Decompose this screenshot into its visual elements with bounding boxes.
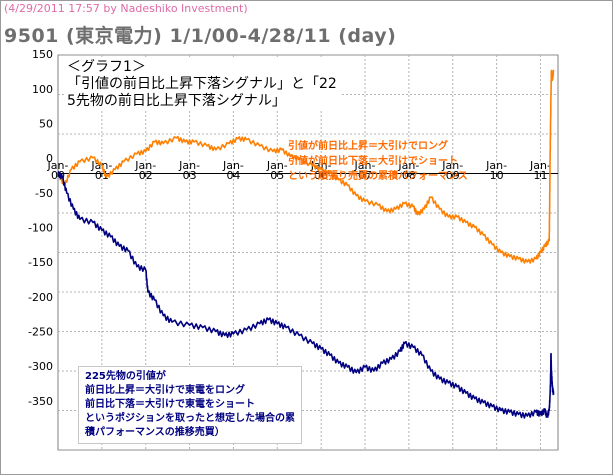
graph-caption: ＜グラフ1＞ 「引値の前日比上昇下落シグナル」と「22 5先物の前日比上昇下落シ… xyxy=(64,58,340,111)
x-tick-label: Jan- xyxy=(397,159,419,172)
x-tick-label: Jan- xyxy=(485,159,507,172)
y-tick-label: -250 xyxy=(28,325,53,338)
navy-series-note: 225先物の引値が 前日比上昇＝大引けで東電をロング 前日比下落＝大引けで東電を… xyxy=(78,366,302,444)
graph-caption-line: 5先物の前日比上昇下落シグナル」 xyxy=(67,93,286,109)
x-tick-label: Jan- xyxy=(47,159,69,172)
x-tick-label: Jan- xyxy=(529,159,551,172)
navy-note-line: 積パフォーマンスの推移売買） xyxy=(85,427,225,438)
x-tick-label: 04 xyxy=(226,169,240,182)
x-tick-label: 01 xyxy=(95,169,109,182)
x-axis: Jan-00Jan-01Jan-02Jan-03Jan-04Jan-05Jan-… xyxy=(47,159,551,182)
navy-series-line xyxy=(58,172,554,418)
x-tick-label: Jan- xyxy=(134,159,156,172)
orange-note-line: 引値が前日比下落＝大引けでショート xyxy=(288,156,458,167)
navy-note-line: というポジションを取ったと想定した場合の累 xyxy=(85,413,295,424)
y-tick-label: -350 xyxy=(28,395,53,408)
navy-note-line: 前日比上昇＝大引けで東電をロング xyxy=(85,385,245,396)
x-tick-label: 11 xyxy=(533,169,547,182)
y-tick-label: -200 xyxy=(28,291,53,304)
graph-caption-line: 「引値の前日比上昇下落シグナル」と「22 xyxy=(67,76,337,92)
orange-series-note: 引値が前日比上昇＝大引けでロング 引値が前日比下落＝大引けでショート という順張… xyxy=(288,139,468,184)
orange-note-line: 引値が前日比上昇＝大引けでロング xyxy=(288,141,448,152)
x-tick-label: 10 xyxy=(490,169,504,182)
x-tick-label: Jan- xyxy=(441,159,463,172)
y-tick-label: 50 xyxy=(39,117,53,130)
timestamp-credit: (4/29/2011 17:57 by Nadeshiko Investment… xyxy=(4,2,248,15)
x-tick-label: 07 xyxy=(358,169,372,182)
series-lines xyxy=(58,70,554,417)
y-tick-label: -150 xyxy=(28,256,53,269)
x-tick-label: 03 xyxy=(183,169,197,182)
navy-note-line: 前日比下落＝大引けで東電をショート xyxy=(85,399,255,410)
x-tick-label: 05 xyxy=(270,169,284,182)
x-tick-label: 08 xyxy=(402,169,416,182)
orange-note-line: という順張り売買の累積パフォーマンス xyxy=(288,171,468,182)
y-tick-label: 150 xyxy=(32,48,53,61)
x-tick-label: Jan- xyxy=(178,159,200,172)
x-tick-label: Jan- xyxy=(354,159,376,172)
x-tick-label: Jan- xyxy=(266,159,288,172)
y-tick-label: 100 xyxy=(32,83,53,96)
graph-caption-line: ＜グラフ1＞ xyxy=(67,59,146,75)
y-tick-label: -100 xyxy=(28,221,53,234)
navy-note-line: 225先物の引値が xyxy=(85,371,166,382)
y-tick-label: 0 xyxy=(46,152,53,165)
orange-series-line xyxy=(58,70,554,262)
y-axis: -350 -300 -250 -200 -150 -100 -50 0 50 100 150 xyxy=(28,48,53,408)
x-tick-label: 02 xyxy=(139,169,153,182)
x-tick-label: 09 xyxy=(446,169,460,182)
x-tick-label: Jan- xyxy=(222,159,244,172)
chart-title: 9501 (東京電力) 1/1/00-4/28/11 (day) xyxy=(4,25,397,47)
y-tick-label: -50 xyxy=(35,187,53,200)
y-tick-label: -300 xyxy=(28,360,53,373)
